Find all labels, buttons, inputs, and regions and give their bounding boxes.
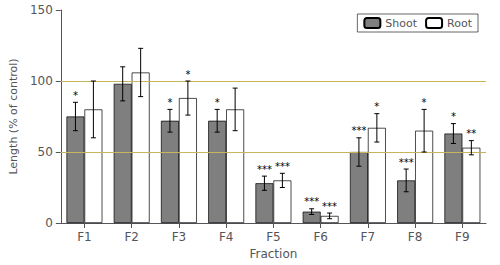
svg-text:*: * xyxy=(167,97,172,108)
svg-text:*: * xyxy=(215,97,220,108)
svg-text:Root: Root xyxy=(447,17,473,30)
svg-text:Fraction: Fraction xyxy=(249,247,297,261)
svg-text:F4: F4 xyxy=(219,230,234,244)
svg-text:F9: F9 xyxy=(455,230,470,244)
svg-text:*: * xyxy=(422,97,427,108)
svg-text:*: * xyxy=(185,69,190,80)
svg-text:*: * xyxy=(451,111,456,122)
svg-text:***: *** xyxy=(322,201,337,212)
svg-text:F1: F1 xyxy=(77,230,92,244)
svg-text:F6: F6 xyxy=(313,230,328,244)
svg-text:Length (% of control): Length (% of control) xyxy=(7,58,20,174)
svg-text:F7: F7 xyxy=(361,230,376,244)
svg-text:***: *** xyxy=(304,196,319,207)
svg-text:*: * xyxy=(374,101,379,112)
svg-text:***: *** xyxy=(257,164,272,175)
svg-text:150: 150 xyxy=(30,3,53,17)
svg-text:**: ** xyxy=(466,128,476,139)
svg-text:F8: F8 xyxy=(408,230,423,244)
svg-text:***: *** xyxy=(351,125,366,136)
svg-text:100: 100 xyxy=(30,74,53,88)
svg-text:***: *** xyxy=(275,161,290,172)
svg-text:***: *** xyxy=(399,157,414,168)
svg-text:F2: F2 xyxy=(124,230,139,244)
svg-text:50: 50 xyxy=(38,145,53,159)
svg-text:F5: F5 xyxy=(266,230,281,244)
svg-text:0: 0 xyxy=(45,216,53,230)
svg-text:Shoot: Shoot xyxy=(385,17,417,30)
svg-text:*: * xyxy=(73,90,78,101)
svg-text:F3: F3 xyxy=(172,230,187,244)
